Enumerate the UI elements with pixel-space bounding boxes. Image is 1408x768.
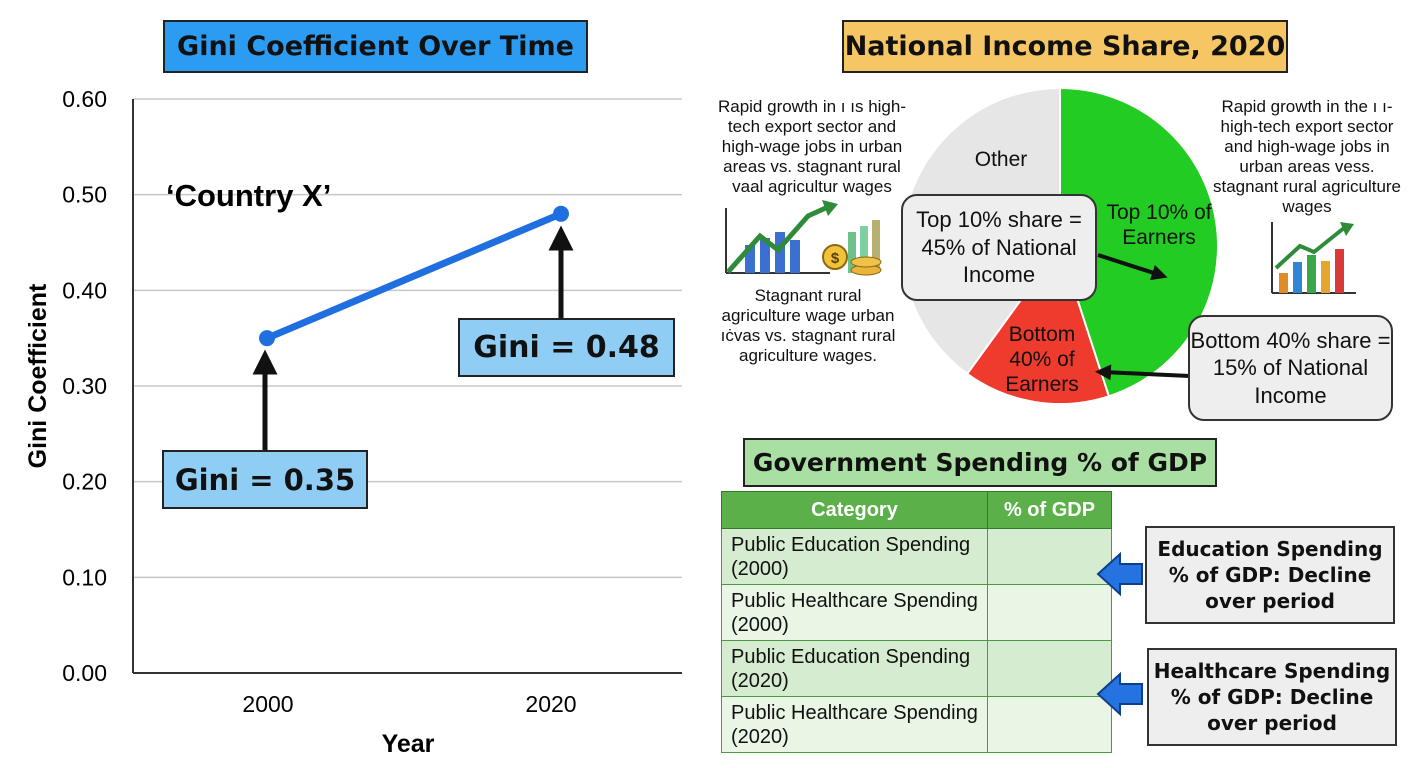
row-value <box>987 584 1112 641</box>
header-category: Category <box>721 491 988 529</box>
arrow-top10 <box>1097 253 1168 281</box>
gini-line-chart: 0.00 0.10 0.20 0.30 0.40 0.50 0.60 2000 2020 Gi… <box>24 86 682 758</box>
y-tick-label: 0.60 <box>62 86 107 112</box>
row-value <box>987 640 1112 697</box>
growth-chart-icon: $ <box>725 200 882 276</box>
y-axis-label: Gini Coefficient <box>24 283 52 468</box>
row-category: Public Education Spending (2000) <box>721 528 988 585</box>
y-grid <box>133 98 682 674</box>
pie-label-top10: Top 10% of Earners <box>1106 201 1212 250</box>
table-row: Public Education Spending (2020) <box>721 640 1112 697</box>
data-point <box>259 330 275 347</box>
callout-bottom40-share: Bottom 40% share = 15% of National Incom… <box>1188 315 1393 421</box>
y-tick-label: 0.40 <box>62 277 107 303</box>
row-category: Public Healthcare Spending (2020) <box>721 696 988 753</box>
row-value <box>987 696 1112 753</box>
table-row: Public Healthcare Spending (2000) <box>721 584 1112 641</box>
note-left-bottom: Stagnant rural agriculture wage urban ıċ… <box>720 286 896 366</box>
table-row: Public Healthcare Spending (2020) <box>721 696 1112 753</box>
y-tick-label: 0.20 <box>62 469 107 495</box>
spending-table: Category % of GDP Public Education Spend… <box>721 491 1112 753</box>
y-tick-label: 0.00 <box>62 660 107 686</box>
arrow-healthcare-icon <box>1096 671 1143 717</box>
line-chart-title: Gini Coefficient Over Time <box>163 20 588 73</box>
callout-education-spending: Education Spending % of GDP: Decline ove… <box>1145 526 1395 624</box>
table-title: Government Spending % of GDP <box>743 438 1217 487</box>
x-tick-label: 2020 <box>525 691 576 717</box>
row-category: Public Healthcare Spending (2000) <box>721 584 988 641</box>
callout-gini-2020: Gini = 0.48 <box>458 318 675 377</box>
y-tick-label: 0.50 <box>62 182 107 208</box>
callout-healthcare-spending: Healthcare Spending % of GDP: Decline ov… <box>1147 648 1397 746</box>
arrow-bottom40 <box>1095 364 1191 381</box>
header-gdp: % of GDP <box>987 491 1112 529</box>
pie-label-other: Other <box>974 148 1028 171</box>
bar-growth-icon <box>1271 222 1356 294</box>
row-value <box>987 528 1112 585</box>
country-annotation: ‘Country X’ <box>166 178 331 213</box>
blue-arrows <box>1096 551 1143 717</box>
y-tick-label: 0.10 <box>62 564 107 590</box>
pie-chart-title: National Income Share, 2020 <box>842 20 1288 73</box>
note-right-top: Rapid growth in the ı ı-high-tech export… <box>1212 97 1402 217</box>
x-tick-labels: 2000 2020 <box>242 691 576 717</box>
pie-label-bottom40: Bottom 40% of Earners <box>1005 323 1079 397</box>
y-tick-label: 0.30 <box>62 373 107 399</box>
note-left-top: Rapid growth in ı ıs high-tech export se… <box>717 97 907 197</box>
x-axis-label: Year <box>382 730 435 758</box>
pie-slice-top10 <box>1059 86 1219 398</box>
svg-text:$: $ <box>831 250 840 267</box>
data-point <box>553 205 569 222</box>
series-line <box>263 210 565 342</box>
arrow-education-icon <box>1096 551 1143 597</box>
x-tick-label: 2000 <box>242 691 293 717</box>
pie-slice-bottom40 <box>965 243 1111 405</box>
callout-top10-share: Top 10% share = 45% of National Income <box>901 194 1097 301</box>
table-row: Public Education Spending (2000) <box>721 528 1112 585</box>
callout-gini-2000: Gini = 0.35 <box>162 450 368 509</box>
row-category: Public Education Spending (2020) <box>721 640 988 697</box>
y-tick-labels: 0.00 0.10 0.20 0.30 0.40 0.50 0.60 <box>62 86 107 686</box>
